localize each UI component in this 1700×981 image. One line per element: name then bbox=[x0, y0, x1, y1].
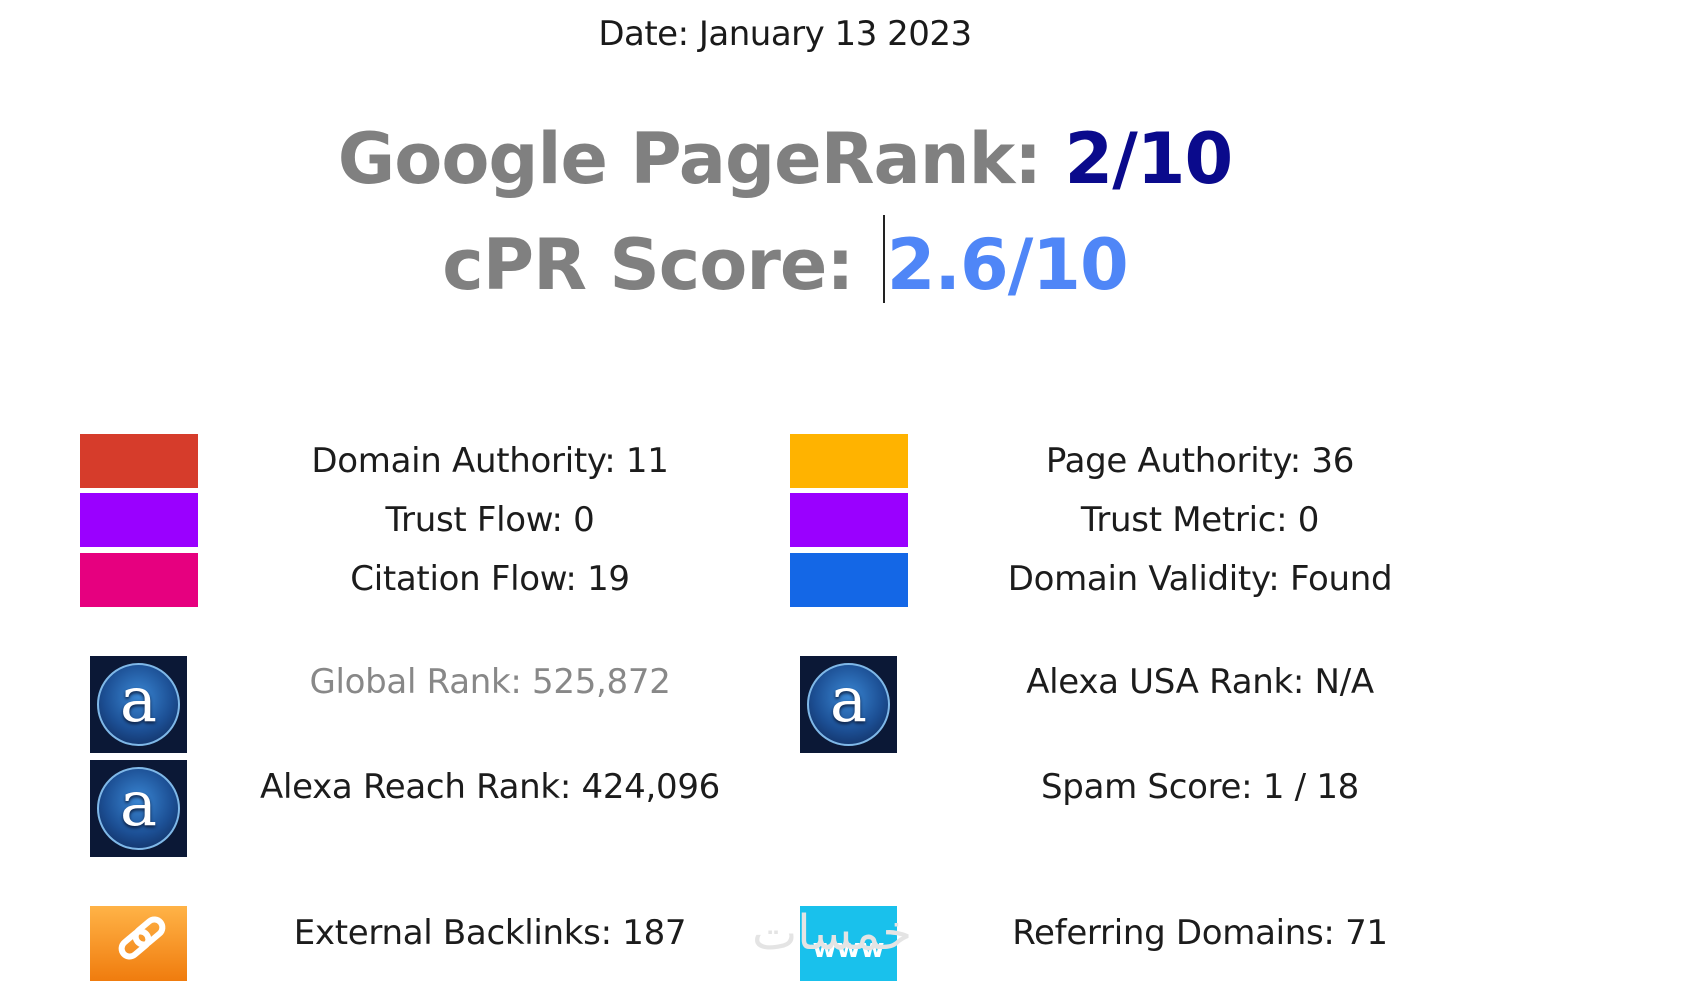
alexa-ring bbox=[97, 663, 180, 746]
alexa-logo-icon: a bbox=[800, 656, 897, 753]
alexa-usa-rank-text: Alexa USA Rank: N/A bbox=[1026, 662, 1374, 702]
chain-link-icon bbox=[90, 906, 187, 981]
alexa-reach-rank-text: Alexa Reach Rank: 424,096 bbox=[259, 767, 720, 807]
alexa-letter: a bbox=[830, 663, 867, 736]
page-authority-swatch bbox=[790, 434, 908, 488]
pagerank-label: Google PageRank: bbox=[337, 118, 1065, 200]
global-rank-text: Global Rank: 525,872 bbox=[309, 662, 671, 702]
alexa-logo-icon: a bbox=[90, 656, 187, 753]
domain-authority-text: Domain Authority: 11 bbox=[311, 441, 669, 481]
text-cursor bbox=[882, 215, 885, 303]
alexa-logo-icon: a bbox=[90, 760, 187, 857]
trust-metric-swatch bbox=[790, 493, 908, 547]
cpr-heading: cPR Score: 2.6/10 bbox=[0, 215, 1570, 306]
alexa-letter: a bbox=[120, 767, 157, 840]
www-label: www bbox=[812, 934, 885, 964]
domain-validity-text: Domain Validity: Found bbox=[1007, 559, 1393, 599]
domain-authority-swatch bbox=[80, 434, 198, 488]
trust-flow-swatch bbox=[80, 493, 198, 547]
alexa-ring bbox=[807, 663, 890, 746]
alexa-ring bbox=[97, 767, 180, 850]
citation-flow-text: Citation Flow: 19 bbox=[350, 559, 630, 599]
domain-validity-swatch bbox=[790, 553, 908, 607]
external-backlinks-text: External Backlinks: 187 bbox=[293, 913, 687, 953]
trust-metric-text: Trust Metric: 0 bbox=[1080, 500, 1320, 540]
trust-flow-text: Trust Flow: 0 bbox=[385, 500, 595, 540]
chain-link-graphic bbox=[118, 916, 166, 960]
www-icon: www bbox=[800, 906, 897, 981]
pagerank-value: 2/10 bbox=[1064, 118, 1234, 200]
watermark-text: خمسات bbox=[752, 905, 913, 961]
spam-score-text: Spam Score: 1 / 18 bbox=[1041, 767, 1359, 807]
page-authority-text: Page Authority: 36 bbox=[1045, 441, 1355, 481]
date-label: Date: January 13 2023 bbox=[598, 14, 972, 54]
pagerank-heading: Google PageRank: 2/10 bbox=[0, 118, 1570, 200]
citation-flow-swatch bbox=[80, 553, 198, 607]
cpr-label: cPR Score: bbox=[442, 224, 877, 306]
alexa-letter: a bbox=[120, 663, 157, 736]
referring-domains-text: Referring Domains: 71 bbox=[1012, 913, 1388, 953]
cpr-value: 2.6/10 bbox=[886, 224, 1129, 306]
